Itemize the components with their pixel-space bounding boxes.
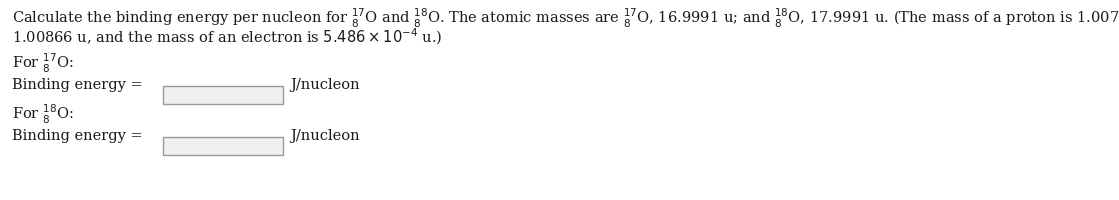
Text: 1.00866 u, and the mass of an electron is $5.486 \times 10^{-4}$ u.): 1.00866 u, and the mass of an electron i…: [12, 27, 442, 47]
Bar: [163, 86, 283, 104]
Text: J/nucleon: J/nucleon: [290, 129, 359, 143]
Text: Binding energy =: Binding energy =: [12, 78, 142, 92]
Text: Binding energy =: Binding energy =: [12, 129, 142, 143]
Text: For $^{18}_{8}$O:: For $^{18}_{8}$O:: [12, 103, 74, 126]
Text: For $^{17}_{8}$O:: For $^{17}_{8}$O:: [12, 52, 74, 75]
Text: Calculate the binding energy per nucleon for $^{17}_{8}$O and $^{18}_{8}$O. The : Calculate the binding energy per nucleon…: [12, 7, 1119, 30]
Bar: [163, 137, 283, 155]
Text: J/nucleon: J/nucleon: [290, 78, 359, 92]
